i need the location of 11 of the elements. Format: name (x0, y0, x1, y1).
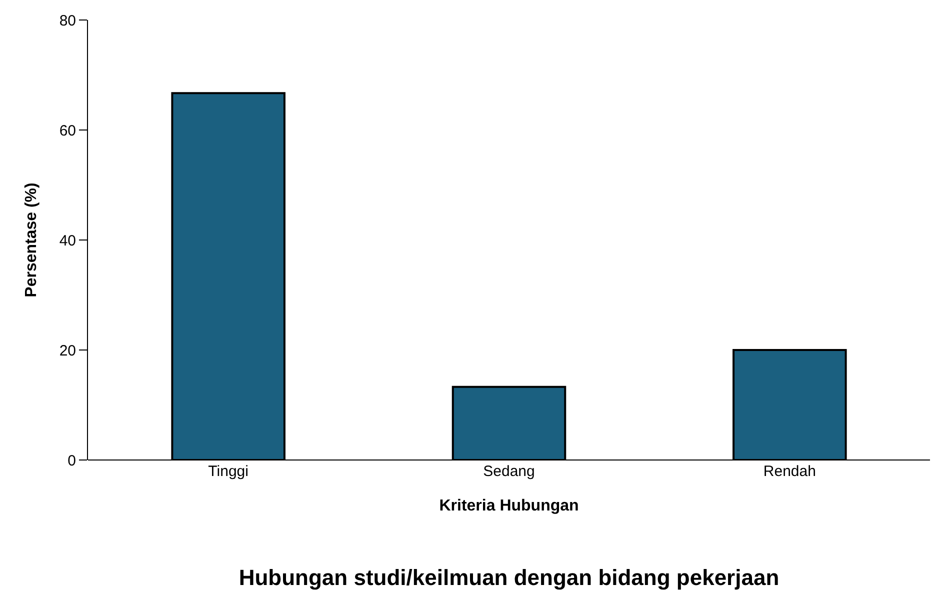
x-tick-label: Tinggi (208, 463, 248, 480)
x-tick-label: Sedang (483, 463, 535, 480)
y-axis-title: Persentase (%) (23, 182, 40, 298)
y-tick-label: 20 (59, 342, 76, 360)
text: Hubungan studi/keilmuan dengan bidang pekerjaan (238, 564, 780, 590)
y-tick-label: 60 (59, 122, 76, 140)
y-tick-label: 40 (59, 232, 76, 250)
y-tick-label: 80 (59, 12, 76, 30)
y-tick-label: 0 (68, 452, 76, 470)
x-tick-label: Rendah (763, 463, 816, 480)
x-axis-title: Kriteria Hubungan (439, 498, 579, 515)
